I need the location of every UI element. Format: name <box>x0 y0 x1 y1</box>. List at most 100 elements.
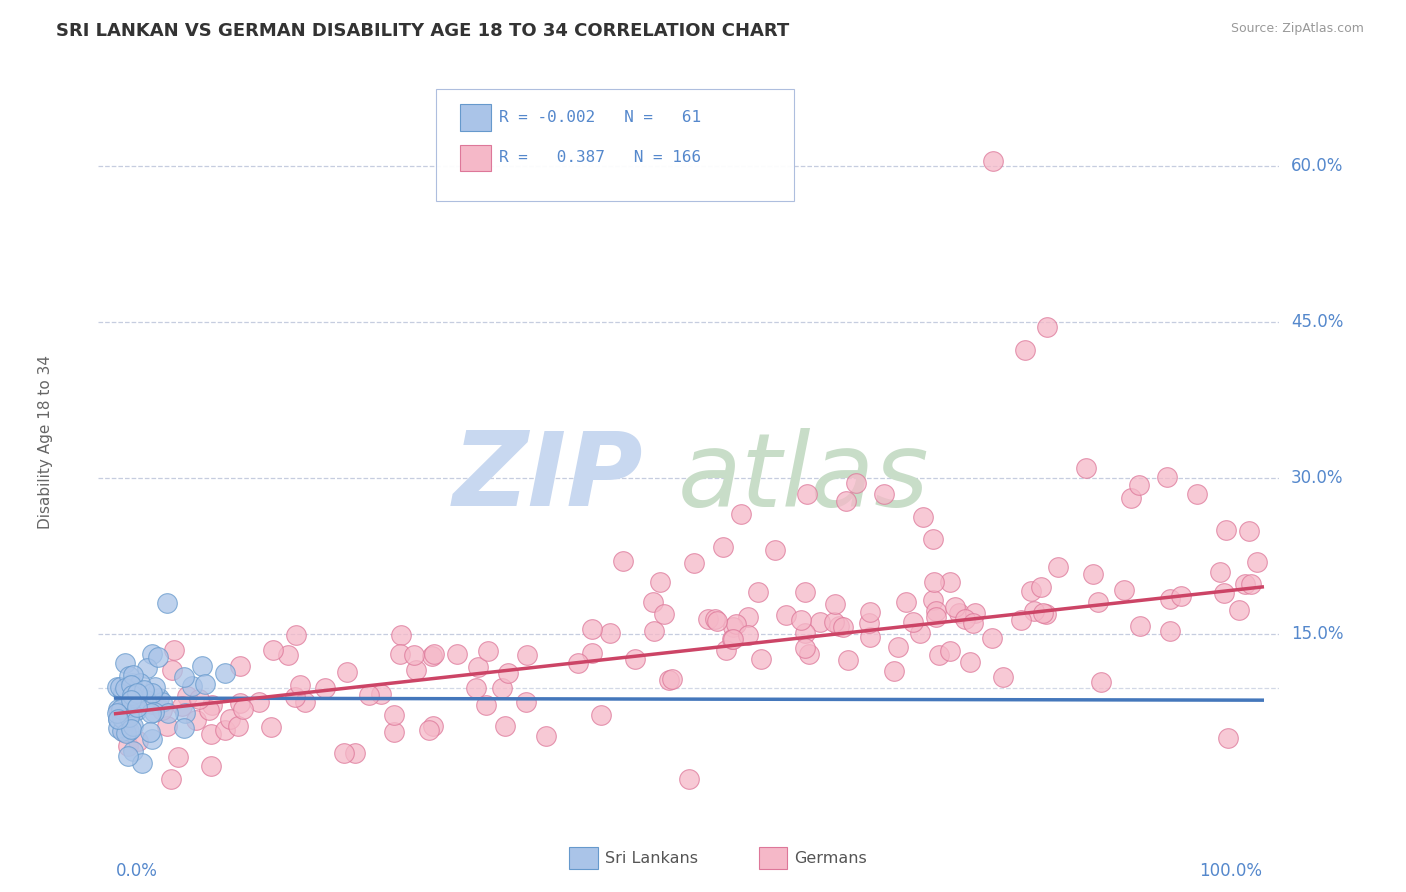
Point <box>167 749 190 764</box>
Point <box>382 725 405 739</box>
Point <box>922 532 945 546</box>
Point <box>612 554 634 568</box>
Point <box>389 647 412 661</box>
Point <box>125 685 148 699</box>
Point <box>112 724 135 739</box>
Point <box>1159 592 1181 607</box>
Point <box>1129 618 1152 632</box>
Text: 45.0%: 45.0% <box>1291 313 1343 331</box>
Point <box>1112 583 1135 598</box>
Point <box>991 670 1014 684</box>
Text: SRI LANKAN VS GERMAN DISABILITY AGE 18 TO 34 CORRELATION CHART: SRI LANKAN VS GERMAN DISABILITY AGE 18 T… <box>56 22 790 40</box>
Point <box>108 706 131 720</box>
Point <box>901 615 924 629</box>
Point <box>115 719 138 733</box>
Text: Source: ZipAtlas.com: Source: ZipAtlas.com <box>1230 22 1364 36</box>
Point <box>894 595 917 609</box>
Point <box>1014 343 1036 358</box>
Point <box>1246 555 1268 569</box>
Point <box>262 642 284 657</box>
Point <box>652 607 675 621</box>
Point <box>589 708 612 723</box>
Text: R = -0.002   N =   61: R = -0.002 N = 61 <box>499 111 702 125</box>
Point <box>943 600 966 615</box>
Point <box>420 648 443 663</box>
Point <box>464 681 486 695</box>
Point <box>118 723 141 738</box>
Point <box>749 652 772 666</box>
Point <box>730 507 752 521</box>
Point <box>859 605 882 619</box>
Point <box>737 609 759 624</box>
Point <box>117 748 139 763</box>
Point <box>475 698 498 713</box>
Point <box>423 647 446 661</box>
Point <box>962 616 984 631</box>
Point <box>120 693 142 707</box>
Point <box>858 615 880 630</box>
Point <box>136 661 159 675</box>
Point <box>808 615 831 629</box>
Point <box>198 703 221 717</box>
Point <box>928 648 950 662</box>
Point <box>122 719 145 733</box>
Point <box>794 640 817 655</box>
Point <box>422 719 444 733</box>
Point <box>446 647 468 661</box>
Point <box>145 680 167 694</box>
Point <box>176 689 198 703</box>
Point <box>908 625 931 640</box>
Point <box>948 606 970 620</box>
Point <box>124 703 146 717</box>
Point <box>534 729 557 743</box>
Point <box>139 725 162 739</box>
Point <box>107 712 129 726</box>
Point <box>1036 319 1059 334</box>
Point <box>515 695 537 709</box>
Point <box>883 664 905 678</box>
Point <box>127 734 149 748</box>
Point <box>796 487 818 501</box>
Point <box>1237 524 1260 538</box>
Text: Disability Age 18 to 34: Disability Age 18 to 34 <box>38 354 53 529</box>
Point <box>661 672 683 686</box>
Point <box>114 714 136 728</box>
Point <box>581 647 603 661</box>
Point <box>402 648 425 662</box>
Point <box>148 690 170 705</box>
Text: Sri Lankans: Sri Lankans <box>605 851 697 865</box>
Point <box>190 659 212 673</box>
Point <box>823 615 845 629</box>
Point <box>641 595 664 609</box>
Point <box>260 720 283 734</box>
Point <box>200 727 222 741</box>
Point <box>922 593 945 607</box>
Point <box>118 709 141 723</box>
Point <box>120 722 142 736</box>
Point <box>725 617 748 632</box>
Point <box>122 697 145 711</box>
Point <box>1081 567 1104 582</box>
Point <box>201 698 224 713</box>
Point <box>938 643 960 657</box>
Point <box>125 703 148 717</box>
Point <box>711 541 734 555</box>
Point <box>624 652 647 666</box>
Point <box>105 680 128 694</box>
Point <box>1227 603 1250 617</box>
Point <box>120 678 142 692</box>
Point <box>200 759 222 773</box>
Point <box>141 697 163 711</box>
Point <box>108 681 131 695</box>
Point <box>382 708 405 723</box>
Text: 15.0%: 15.0% <box>1291 624 1343 643</box>
Point <box>156 706 179 720</box>
Point <box>1031 580 1053 594</box>
Point <box>122 668 145 682</box>
Point <box>953 612 976 626</box>
Point <box>658 673 681 688</box>
Point <box>797 647 820 661</box>
Point <box>107 712 129 726</box>
Point <box>887 640 910 654</box>
Point <box>336 665 359 680</box>
